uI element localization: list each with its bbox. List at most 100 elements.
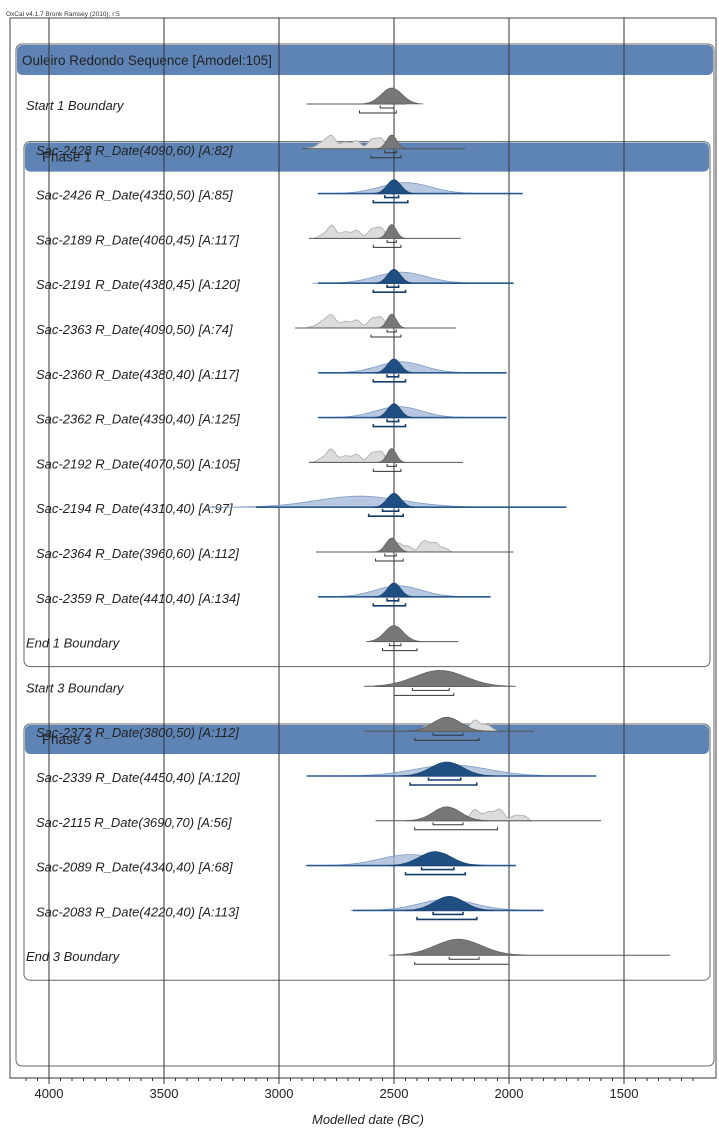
row-label: Start 1 Boundary [26,98,125,113]
hpd-68-bracket [384,553,397,557]
x-tick-label: 3000 [265,1086,294,1101]
hpd-95-bracket [414,737,480,741]
hpd-95-bracket [372,200,409,204]
hpd-95-bracket [372,379,407,383]
row-label: Start 3 Boundary [26,680,125,695]
hpd-68-bracket [386,463,397,467]
phase-frame [23,723,711,981]
hpd-68-bracket [381,508,400,512]
row: Sac-2339 R_Date(4450,40) [A:120] [36,761,597,786]
posterior-distribution [374,358,414,374]
posterior-distribution [376,134,408,150]
sequence-header-bar [17,45,713,75]
row: Sac-2194 R_Date(4310,40) [A:97] [36,492,567,517]
posterior-distribution [360,87,424,105]
hpd-95-bracket [370,155,402,159]
row: Sac-2372 R_Date(3800,50) [A:112] [36,716,535,741]
hpd-95-bracket [367,513,404,517]
hpd-95-bracket [382,648,418,652]
hpd-95-bracket [372,424,407,428]
row-label: Sac-2360 R_Date(4380,40) [A:117] [36,367,239,382]
frames-layer: Ouleiro Redondo Sequence [Amodel:105] Pha… [9,17,717,1079]
hpd-95-bracket [409,782,478,786]
hpd-68-bracket [420,867,455,871]
hpd-68-bracket [386,598,400,602]
row: Sac-2426 R_Date(4350,50) [A:85] [36,179,523,204]
x-tick-label: 2000 [495,1086,524,1101]
hpd-95-bracket [372,244,402,248]
row: Sac-2360 R_Date(4380,40) [A:117] [36,358,507,383]
row-label: Sac-2363 R_Date(4090,50) [A:74] [36,322,233,337]
x-axis: 4000 3500 3000 2500 2000 1500 [10,1077,716,1101]
phase-title: Phase 3 [42,732,92,747]
posterior-distribution [374,403,414,418]
hpd-68-bracket [448,956,480,960]
phase-header-bar [25,725,709,754]
hpd-95-bracket [372,289,407,293]
row-label: Sac-2115 R_Date(3690,70) [A:56] [36,815,232,830]
likelihood-distribution [306,313,395,329]
row: Sac-2192 R_Date(4070,50) [A:105] [36,448,463,472]
posterior-distribution [405,716,489,732]
row: Start 1 Boundary [26,87,424,114]
x-tick-label: 4000 [35,1086,64,1101]
phase-title: Phase 1 [42,150,92,165]
hpd-95-bracket [404,872,467,876]
hpd-95-bracket [372,468,402,472]
row: Sac-2359 R_Date(4410,40) [A:134] [36,582,491,607]
likelihood-distribution [313,224,395,239]
posterior-distribution [398,761,496,777]
hpd-68-bracket [386,374,400,378]
hpd-95-bracket [414,827,498,831]
row-label: Sac-2364 R_Date(3960,60) [A:112] [36,546,239,561]
row-label: Sac-2083 R_Date(4220,40) [A:113] [36,904,239,919]
posterior-distribution [363,670,516,687]
row: Sac-2083 R_Date(4220,40) [A:113] [36,896,544,921]
likelihood-distribution [311,448,395,463]
phase-frame [23,141,711,668]
posterior-distribution [374,582,414,598]
sequence-title: Ouleiro Redondo Sequence [Amodel:105] [22,53,272,68]
posterior-distribution [405,806,489,822]
hpd-95-bracket [375,558,404,562]
row: End 1 Boundary [26,625,459,652]
posterior-distribution [373,492,415,508]
row: End 3 Boundary [26,938,670,965]
posterior-distribution [389,938,528,956]
hpd-68-bracket [386,239,397,243]
row: Sac-2363 R_Date(4090,50) [A:74] [36,313,457,338]
hpd-68-bracket [432,732,464,736]
rows-layer: Start 1 Boundary Sac-2428 R_Date(4090,60)… [26,87,670,965]
row-label: Sac-2372 R_Date(3800,50) [A:112] [36,725,239,740]
hpd-68-bracket [432,822,464,826]
phase-header-bar [25,142,709,172]
hpd-68-bracket [432,911,464,916]
x-axis-label: Modelled date (BC) [312,1112,424,1127]
hpd-95-bracket [416,916,478,921]
x-tick-label: 3500 [150,1086,179,1101]
hpd-68-bracket [386,329,397,333]
row: Sac-2115 R_Date(3690,70) [A:56] [36,806,601,831]
posterior-distribution [377,224,406,239]
hpd-68-bracket [379,105,395,109]
hpd-68-bracket [427,777,462,781]
posterior-distribution [386,851,484,866]
row: Sac-2364 R_Date(3960,60) [A:112] [36,537,514,562]
hpd-95-bracket [359,110,397,114]
hpd-68-bracket [386,284,400,288]
hpd-95-bracket [393,692,455,696]
row-label: End 1 Boundary [26,636,121,651]
row: Start 3 Boundary [26,670,516,696]
row-label: Sac-2192 R_Date(4070,50) [A:105] [36,456,240,471]
row: Sac-2089 R_Date(4340,40) [A:68] [36,851,516,876]
x-tick-label: 1500 [610,1086,639,1101]
row-label: Sac-2189 R_Date(4060,45) [A:117] [36,232,239,247]
hpd-68-bracket [386,419,400,423]
row-label: Sac-2191 R_Date(4380,45) [A:120] [36,277,240,292]
software-version-header: OxCal v4.1.7 Bronk Ramsey (2010); r:5 [6,11,120,18]
posterior-distribution [374,268,414,284]
row-label: Sac-2362 R_Date(4390,40) [A:125] [36,412,240,427]
row: Sac-2191 R_Date(4380,45) [A:120] [36,268,514,293]
